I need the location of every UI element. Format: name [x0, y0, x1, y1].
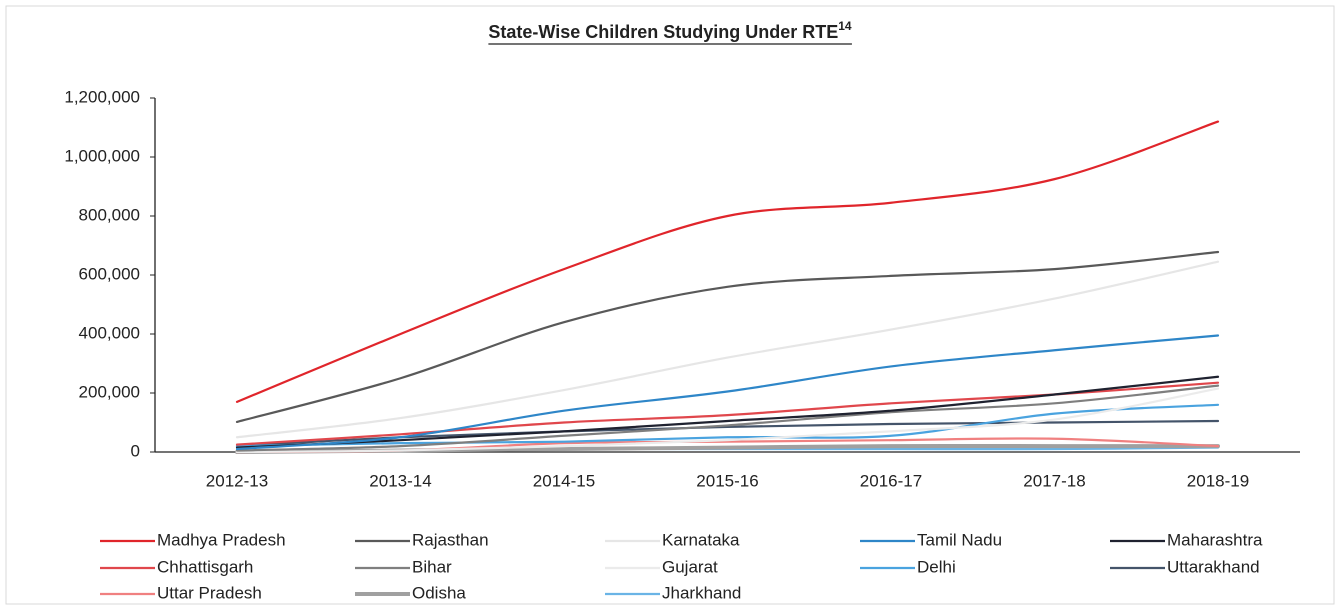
- y-tick-label: 600,000: [79, 264, 140, 283]
- legend-label: Karnataka: [662, 530, 740, 549]
- x-tick-label: 2016-17: [860, 471, 922, 490]
- x-tick-label: 2013-14: [369, 471, 431, 490]
- y-tick-label: 800,000: [79, 205, 140, 224]
- y-tick-label: 1,000,000: [64, 146, 140, 165]
- legend-label: Uttarakhand: [1167, 557, 1260, 576]
- y-tick-label: 400,000: [79, 323, 140, 342]
- series-line: [235, 384, 1220, 452]
- series-line: [235, 120, 1220, 403]
- series-line: [235, 250, 1220, 424]
- legend-label: Madhya Pradesh: [157, 530, 286, 549]
- legend-label: Delhi: [917, 557, 956, 576]
- x-tick-label: 2012-13: [206, 471, 268, 490]
- x-tick-label: 2015-16: [696, 471, 758, 490]
- legend-label: Bihar: [412, 557, 452, 576]
- legend-label: Jharkhand: [662, 583, 741, 602]
- y-tick-label: 200,000: [79, 382, 140, 401]
- legend-label: Gujarat: [662, 557, 718, 576]
- title-footnote: 14: [838, 19, 852, 33]
- series-line: [235, 334, 1220, 451]
- chart-frame: [5, 5, 1335, 605]
- x-tick-label: 2017-18: [1023, 471, 1085, 490]
- legend-label: Rajasthan: [412, 530, 489, 549]
- series-line: [235, 260, 1220, 439]
- legend-label: Odisha: [412, 583, 466, 602]
- y-tick-label: 1,200,000: [64, 87, 140, 106]
- chart-title-group: State-Wise Children Studying Under RTE14: [488, 19, 852, 42]
- chart-title: State-Wise Children Studying Under RTE: [488, 22, 838, 42]
- legend-label: Uttar Pradesh: [157, 583, 262, 602]
- series-line: [235, 375, 1220, 449]
- x-tick-label: 2018-19: [1187, 471, 1249, 490]
- series-line: [235, 403, 1220, 448]
- y-tick-label: 0: [131, 441, 140, 460]
- legend-label: Tamil Nadu: [917, 530, 1002, 549]
- legend-label: Maharashtra: [1167, 530, 1263, 549]
- series-line: [235, 387, 1220, 454]
- x-tick-label: 2014-15: [533, 471, 595, 490]
- legend-label: Chhattisgarh: [157, 557, 253, 576]
